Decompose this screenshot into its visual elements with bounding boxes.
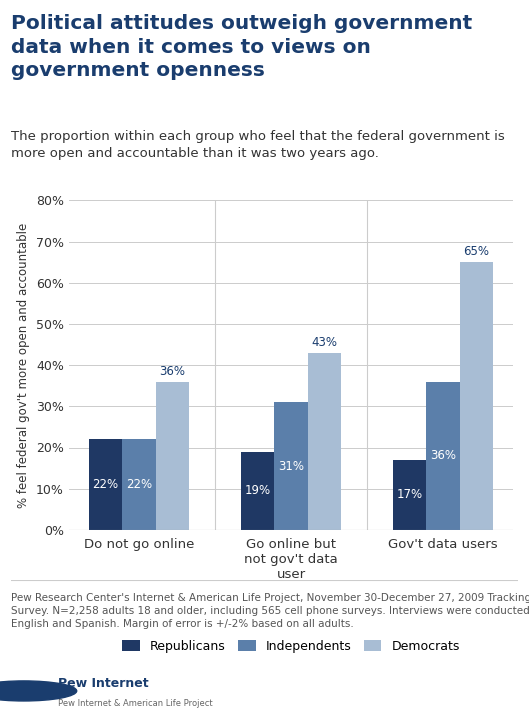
Circle shape: [0, 681, 77, 701]
Bar: [426, 382, 460, 530]
Text: Pew Research Center's Internet & American Life Project, November 30-December 27,: Pew Research Center's Internet & America…: [11, 593, 529, 629]
Text: Pew Internet & American Life Project: Pew Internet & American Life Project: [58, 699, 213, 708]
Bar: [274, 402, 308, 530]
Bar: [122, 439, 156, 530]
Y-axis label: % feel federal gov't more open and accountable: % feel federal gov't more open and accou…: [17, 223, 30, 508]
Text: 36%: 36%: [430, 449, 456, 463]
Text: 22%: 22%: [126, 478, 152, 491]
Bar: [460, 262, 493, 530]
Bar: [308, 353, 341, 530]
Text: 22%: 22%: [93, 478, 118, 491]
Text: 31%: 31%: [278, 460, 304, 473]
Text: 65%: 65%: [463, 245, 489, 258]
Text: Pew Internet: Pew Internet: [58, 677, 149, 690]
Text: 19%: 19%: [244, 484, 271, 497]
Bar: [89, 439, 122, 530]
Text: 17%: 17%: [396, 488, 423, 501]
Text: Political attitudes outweigh government
data when it comes to views on
governmen: Political attitudes outweigh government …: [11, 14, 472, 80]
Text: 43%: 43%: [312, 336, 338, 349]
Text: The proportion within each group who feel that the federal government is
more op: The proportion within each group who fee…: [11, 130, 504, 160]
Text: 36%: 36%: [160, 364, 186, 377]
Bar: [241, 452, 274, 530]
Bar: [393, 460, 426, 530]
Legend: Republicans, Independents, Democrats: Republicans, Independents, Democrats: [117, 635, 464, 658]
Bar: [156, 382, 189, 530]
